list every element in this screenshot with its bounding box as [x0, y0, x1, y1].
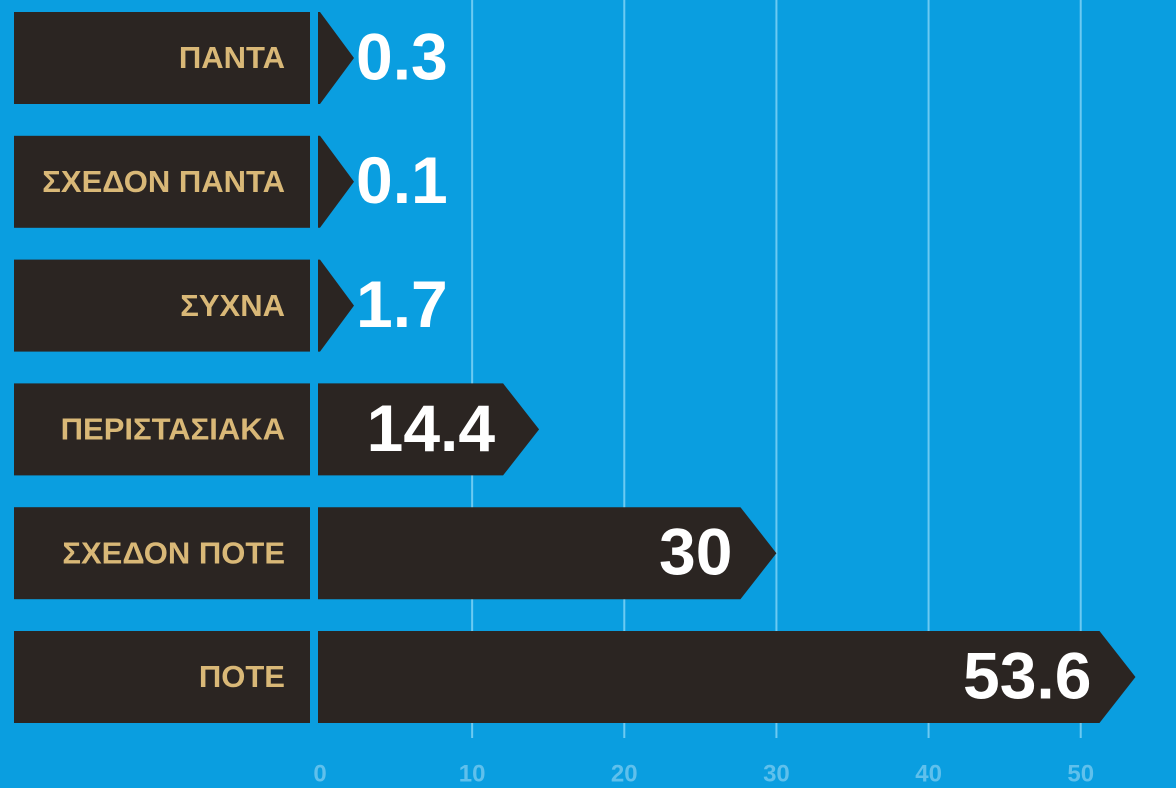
- category-label: ΠΟΤΕ: [199, 659, 285, 694]
- bar: [318, 259, 354, 352]
- x-tick-label: 0: [313, 760, 326, 787]
- bar: [318, 383, 540, 476]
- label-box: [14, 631, 310, 723]
- label-box: [14, 12, 310, 104]
- x-tick-label: 10: [459, 760, 486, 787]
- bar: [318, 135, 354, 228]
- value-label: 14.4: [367, 391, 496, 465]
- category-label: ΣΥΧΝΑ: [180, 288, 285, 323]
- category-label: ΠΑΝΤΑ: [179, 40, 285, 75]
- bar: [318, 631, 1136, 723]
- x-tick-label: 30: [763, 760, 790, 787]
- label-box: [14, 259, 310, 352]
- category-label: ΠΕΡΙΣΤΑΣΙΑΚΑ: [61, 412, 285, 447]
- label-box: [14, 507, 310, 600]
- value-label: 0.3: [356, 19, 448, 93]
- bar: [318, 507, 777, 600]
- category-label: ΣΧΕΔΟΝ ΠΟΤΕ: [62, 535, 285, 570]
- value-label: 30: [659, 515, 732, 589]
- label-box: [14, 383, 310, 476]
- value-label: 53.6: [963, 638, 1091, 712]
- x-tick-label: 20: [611, 760, 638, 787]
- value-label: 0.1: [356, 143, 448, 217]
- x-tick-label: 40: [915, 760, 942, 787]
- category-label: ΣΧΕΔΟΝ ΠΑΝΤΑ: [42, 164, 285, 199]
- bar: [318, 12, 354, 104]
- value-label: 1.7: [356, 267, 448, 341]
- label-box: [14, 135, 310, 228]
- x-tick-label: 50: [1067, 760, 1094, 787]
